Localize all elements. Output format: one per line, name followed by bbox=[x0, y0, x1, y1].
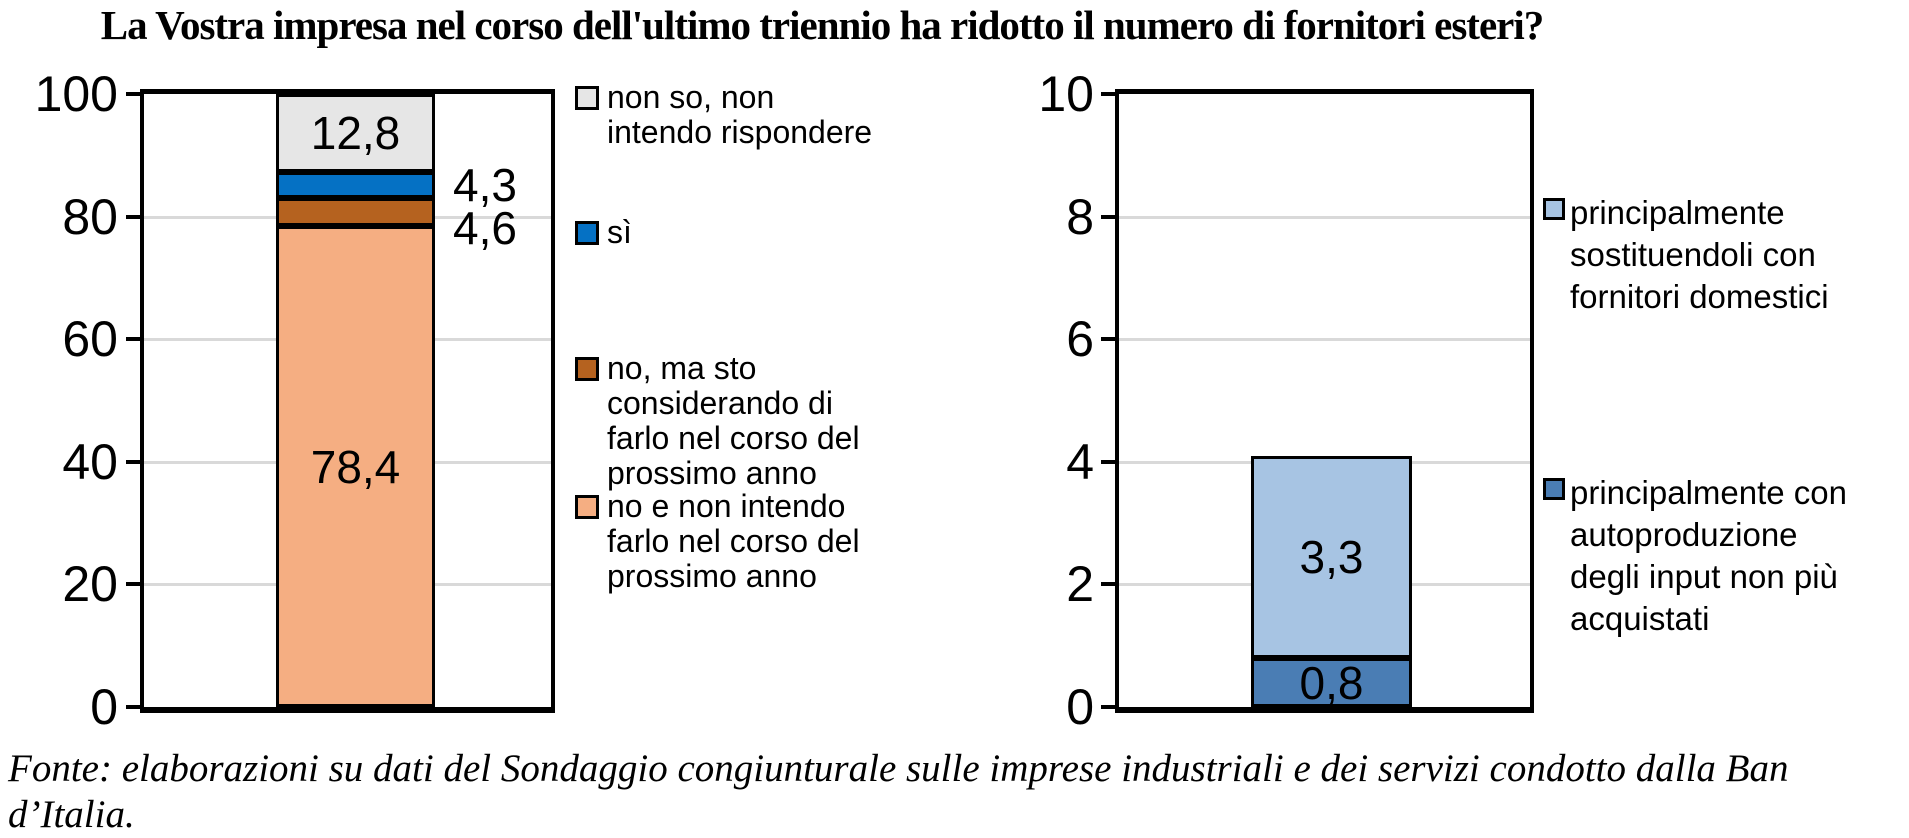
y-tick-label-0: 0 bbox=[1066, 679, 1094, 735]
y-tick-label-80: 80 bbox=[62, 188, 118, 245]
y-tick-label-40: 40 bbox=[62, 433, 118, 490]
source-note-line-2: d’Italia. bbox=[8, 793, 135, 836]
y-tick-label-4: 4 bbox=[1066, 433, 1094, 490]
bar-segment bbox=[1251, 658, 1412, 707]
legend-swatch-light-blue bbox=[1543, 198, 1565, 220]
legend-item-si: sì bbox=[575, 215, 935, 250]
plot-area-left: 78,4 4,6 4,3 12,8 bbox=[140, 89, 555, 713]
legend-label: sì bbox=[607, 214, 632, 250]
legend-label: non so, non intendo rispondere bbox=[607, 79, 873, 150]
chart-title: La Vostra impresa nel corso dell'ultimo … bbox=[100, 2, 1544, 48]
legend-swatch-blue bbox=[575, 221, 599, 245]
y-tick-mark-100 bbox=[126, 92, 140, 96]
y-tick-label-6: 6 bbox=[1066, 311, 1094, 368]
bar-value-label: 78,4 bbox=[310, 440, 401, 493]
bar-segment bbox=[276, 172, 435, 198]
y-tick-mark-0 bbox=[126, 705, 140, 709]
plot-area-right: 0,8 3,3 bbox=[1115, 89, 1534, 713]
legend-swatch-grey bbox=[575, 86, 599, 110]
bar-segment bbox=[1251, 456, 1412, 658]
bar-value-label: 0,8 bbox=[1299, 656, 1364, 709]
bar-segment bbox=[276, 94, 435, 172]
y-tick-label-2: 2 bbox=[1066, 556, 1094, 613]
y-tick-mark-8 bbox=[1101, 214, 1115, 219]
y-tick-label-100: 100 bbox=[34, 66, 118, 122]
bar-segment bbox=[276, 226, 435, 707]
bar-value-label: 3,3 bbox=[1299, 531, 1364, 583]
legend-item-autoproduzione: principalmente con autoproduzione degli … bbox=[1543, 472, 1909, 640]
y-tick-mark-20 bbox=[126, 582, 140, 587]
stacked-bar-left bbox=[276, 94, 435, 707]
source-note-line-1: Fonte: elaborazioni su dati del Sondaggi… bbox=[8, 747, 1789, 790]
y-tick-mark-0 bbox=[1101, 705, 1115, 709]
source-note: Fonte: elaborazioni su dati del Sondaggi… bbox=[8, 746, 1788, 838]
y-tick-mark-4 bbox=[1101, 459, 1115, 464]
y-tick-label-20: 20 bbox=[62, 556, 118, 613]
legend-item-no-ma-sto: no, ma sto considerando di farlo nel cor… bbox=[575, 351, 935, 491]
y-tick-mark-6 bbox=[1101, 337, 1115, 342]
y-tick-mark-2 bbox=[1101, 582, 1115, 587]
bar-value-label: 4,3 bbox=[453, 159, 517, 211]
legend-swatch-peach bbox=[575, 495, 599, 519]
legend-item-sostituendoli: principalmente sostituendoli con fornito… bbox=[1543, 192, 1909, 318]
bar-value-label: 12,8 bbox=[310, 107, 401, 159]
legend-label: no, ma sto considerando di farlo nel cor… bbox=[607, 350, 860, 491]
gridline-8 bbox=[1119, 215, 1530, 219]
legend-label: principalmente sostituendoli con fornito… bbox=[1570, 194, 1829, 315]
legend-item-no-e-non-intendo: no e non intendo farlo nel corso del pro… bbox=[575, 489, 935, 594]
y-tick-mark-10 bbox=[1101, 92, 1115, 96]
y-tick-label-60: 60 bbox=[62, 311, 118, 368]
y-tick-label-0: 0 bbox=[90, 679, 118, 735]
gridline-6 bbox=[1119, 338, 1530, 342]
legend-label: no e non intendo farlo nel corso del pro… bbox=[607, 488, 860, 594]
legend-swatch-brown bbox=[575, 357, 599, 381]
y-tick-label-8: 8 bbox=[1066, 188, 1094, 245]
legend-label: principalmente con autoproduzione degli … bbox=[1570, 474, 1847, 637]
bar-segment bbox=[276, 198, 435, 226]
y-tick-mark-80 bbox=[126, 214, 140, 219]
stacked-bar-right bbox=[1251, 456, 1412, 707]
y-tick-mark-60 bbox=[126, 337, 140, 342]
legend-item-non-so: non so, non intendo rispondere bbox=[575, 80, 935, 150]
y-tick-label-10: 10 bbox=[1038, 66, 1094, 122]
bar-value-label: 4,6 bbox=[453, 202, 517, 254]
legend-swatch-mid-blue bbox=[1543, 478, 1565, 500]
y-tick-mark-40 bbox=[126, 459, 140, 464]
